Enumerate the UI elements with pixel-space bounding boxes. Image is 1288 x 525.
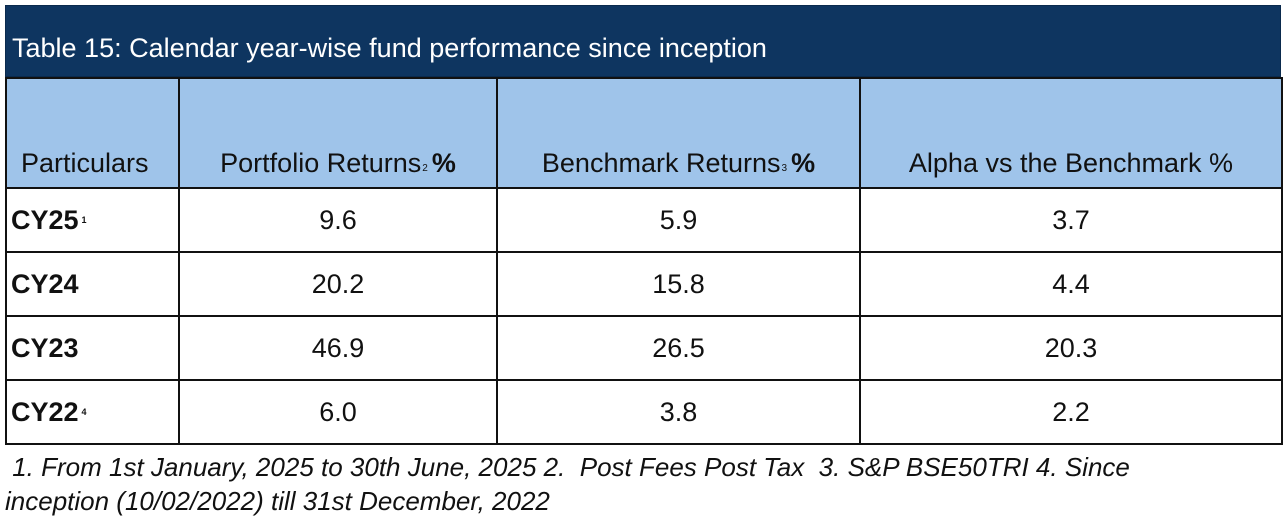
row-label-cell: CY22 4 [5,379,180,445]
portfolio-return-cell: 20.2 [178,251,498,317]
benchmark-return-cell: 5.9 [496,187,861,253]
header-benchmark-footnote-mark: 3 [781,163,788,174]
header-portfolio-label: Portfolio Returns [220,148,422,178]
portfolio-return-cell: 6.0 [178,379,498,445]
header-portfolio-percent: % [431,148,456,178]
benchmark-return-cell: 3.8 [496,379,861,445]
header-particulars: Particulars [5,77,180,189]
header-alpha-label: Alpha vs the Benchmark % [908,148,1234,178]
footnote-line-1: 1. From 1st January, 2025 to 30th June, … [5,452,1130,482]
header-particulars-label: Particulars [21,148,149,178]
row-label: CY22 [11,396,79,427]
row-footnote-mark: 4 [81,406,87,417]
table-footnote: 1. From 1st January, 2025 to 30th June, … [5,450,1275,518]
portfolio-return-cell: 46.9 [178,315,498,381]
performance-table: Particulars Portfolio Returns2% Benchmar… [5,77,1283,445]
table-row: CY23 46.9 26.5 20.3 [5,315,1283,381]
table-title-bar: Table 15: Calendar year-wise fund perfor… [5,5,1281,77]
performance-table-frame: Table 15: Calendar year-wise fund perfor… [5,5,1283,445]
row-label: CY24 [11,268,79,299]
header-benchmark-returns: Benchmark Returns3% [496,77,861,189]
row-label: CY25 [11,204,79,235]
table-title: Table 15: Calendar year-wise fund perfor… [12,33,767,63]
footnote-line-2: inception (10/02/2022) till 31st Decembe… [5,486,550,516]
row-footnote-mark: 1 [81,214,87,225]
benchmark-return-cell: 15.8 [496,251,861,317]
portfolio-return-cell: 9.6 [178,187,498,253]
alpha-cell: 20.3 [859,315,1283,381]
row-label-cell: CY23 [5,315,180,381]
table-row: CY25 1 9.6 5.9 3.7 [5,187,1283,253]
table-header-row: Particulars Portfolio Returns2% Benchmar… [5,77,1283,189]
alpha-cell: 2.2 [859,379,1283,445]
row-label-cell: CY25 1 [5,187,180,253]
alpha-cell: 4.4 [859,251,1283,317]
table-row: CY24 20.2 15.8 4.4 [5,251,1283,317]
header-alpha: Alpha vs the Benchmark % [859,77,1283,189]
header-portfolio-returns: Portfolio Returns2% [178,77,498,189]
header-portfolio-footnote-mark: 2 [422,163,428,174]
row-label: CY23 [11,332,79,363]
alpha-cell: 3.7 [859,187,1283,253]
header-benchmark-percent: % [791,148,816,178]
table-row: CY22 4 6.0 3.8 2.2 [5,379,1283,445]
benchmark-return-cell: 26.5 [496,315,861,381]
header-benchmark-label: Benchmark Returns [541,148,781,178]
row-label-cell: CY24 [5,251,180,317]
